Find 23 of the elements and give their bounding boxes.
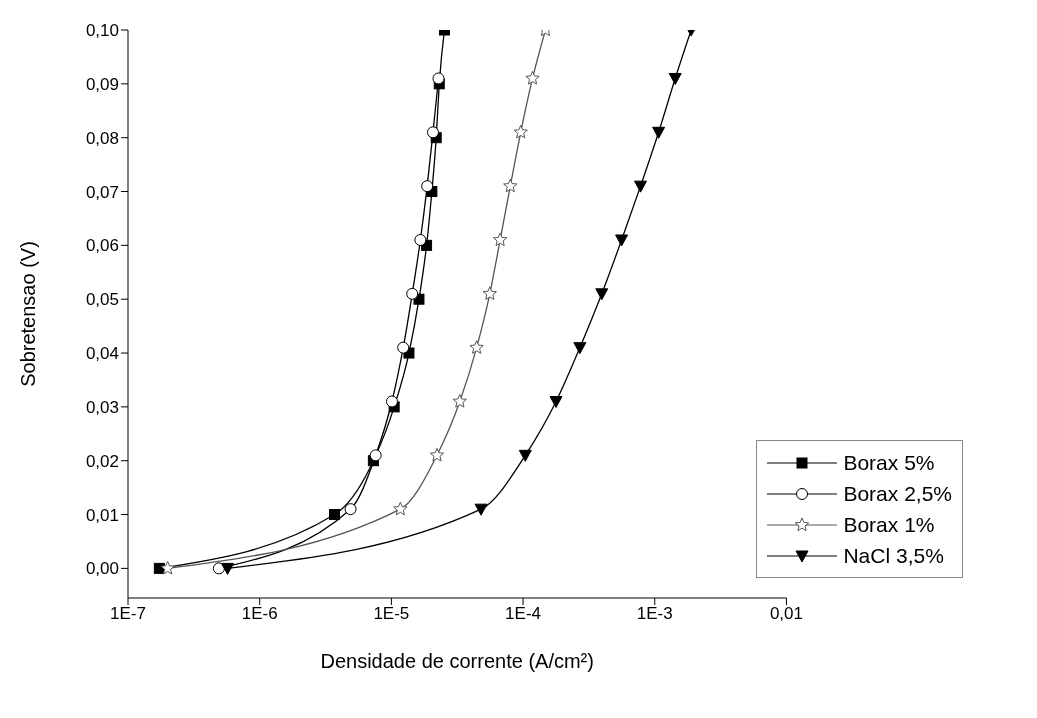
x-axis-title: Densidade de corrente (A/cm²) <box>320 650 594 672</box>
y-tick-label: 0,02 <box>85 451 119 471</box>
y-tick-label: 0,01 <box>85 505 119 525</box>
x-tick-label: 1E-5 <box>373 604 410 624</box>
y-tick-label: 0,09 <box>85 74 119 94</box>
x-tick-label: 1E-6 <box>241 604 278 624</box>
legend-label: Borax 5% <box>843 450 935 475</box>
y-tick-label: 0,06 <box>85 236 119 256</box>
x-tick-label: 1E-3 <box>636 604 673 624</box>
y-tick-label: 0,03 <box>85 397 119 417</box>
y-axis-title: Sobretensao (V) <box>17 241 40 387</box>
legend-label: Borax 1% <box>843 512 935 537</box>
x-tick-label: 1E-4 <box>505 604 542 624</box>
x-tick-label: 1E-7 <box>110 604 146 624</box>
y-tick-label: 0,07 <box>85 182 119 202</box>
y-tick-label: 0,00 <box>85 559 119 579</box>
y-tick-label: 0,10 <box>85 21 119 41</box>
legend-label: Borax 2,5% <box>843 481 952 506</box>
y-tick-label: 0,05 <box>85 290 119 310</box>
x-tick-label: 0,01 <box>769 604 803 624</box>
legend-label: NaCl 3,5% <box>843 543 944 568</box>
y-tick-label: 0,04 <box>85 344 119 364</box>
y-tick-label: 0,08 <box>85 128 119 148</box>
